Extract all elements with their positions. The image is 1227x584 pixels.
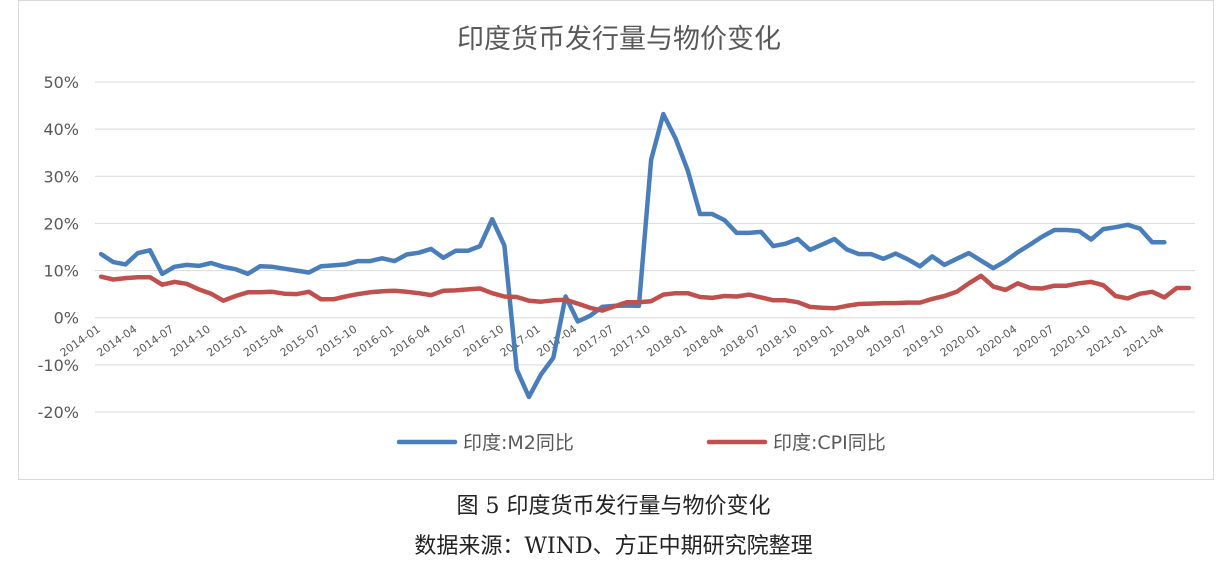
x-tick-label: 2019-10 [901,323,946,360]
x-tick-label: 2021-01 [1084,323,1129,360]
series-lines [98,111,1192,400]
x-tick-label: 2017-07 [571,323,616,360]
x-tick-label: 2016-04 [388,323,433,360]
legend-label: 印度:M2同比 [463,432,574,454]
chart-frame: 印度货币发行量与物价变化 -20% -10% 0% 10% 20% 30% 40% 50% 2… [18,0,1214,480]
y-tick-label: 10% [43,262,79,281]
figure-caption: 图 5 印度货币发行量与物价变化 [456,494,771,519]
line-chart: 印度货币发行量与物价变化 -20% -10% 0% 10% 20% 30% 40% 50% 2… [38,24,1195,454]
y-tick-label: -10% [38,356,79,375]
x-tick-label: 2015-01 [204,323,249,360]
x-tick-label: 2021-04 [1121,323,1166,360]
y-tick-label: 20% [43,214,79,233]
legend: 印度:M2同比 印度:CPI同比 [396,432,886,454]
y-axis-tick-labels: -20% -10% 0% 10% 20% 30% 40% 50% [38,73,79,422]
x-tick-label: 2014-10 [168,323,213,360]
x-tick-label: 2018-04 [681,323,726,360]
x-tick-label: 2020-01 [938,323,983,360]
x-tick-label: 2014-04 [94,323,139,360]
series-m2-line [98,111,1167,400]
x-tick-label: 2020-04 [974,323,1019,360]
x-tick-label: 2017-10 [608,323,653,360]
x-tick-label: 2015-04 [241,323,286,360]
x-tick-label: 2019-01 [791,323,836,360]
x-axis-tick-labels: 2014-012014-042014-072014-102015-012015-… [58,323,1166,360]
series-cpi-line [98,273,1192,313]
y-tick-label: 50% [43,73,79,92]
y-tick-label: 40% [43,120,79,139]
x-tick-label: 2014-01 [58,323,103,360]
chart-title: 印度货币发行量与物价变化 [457,24,781,55]
source-note: 数据来源：WIND、方正中期研究院整理 [414,534,813,559]
x-tick-label: 2017-01 [498,323,543,360]
legend-label: 印度:CPI同比 [773,432,886,454]
x-tick-label: 2016-07 [424,323,469,360]
y-tick-label: -20% [38,403,79,422]
x-tick-label: 2016-10 [461,323,506,360]
x-tick-label: 2020-10 [1048,323,1093,360]
x-tick-label: 2015-10 [314,323,359,360]
x-tick-label: 2014-07 [131,323,176,360]
y-tick-label: 0% [54,309,79,328]
x-tick-label: 2018-01 [644,323,689,360]
x-tick-label: 2019-07 [864,323,909,360]
x-tick-label: 2018-07 [718,323,763,360]
x-tick-label: 2019-04 [828,323,873,360]
x-tick-label: 2018-10 [754,323,799,360]
x-tick-label: 2015-07 [278,323,323,360]
x-tick-label: 2016-01 [351,323,396,360]
y-tick-label: 30% [43,167,79,186]
x-tick-label: 2020-07 [1011,323,1056,360]
